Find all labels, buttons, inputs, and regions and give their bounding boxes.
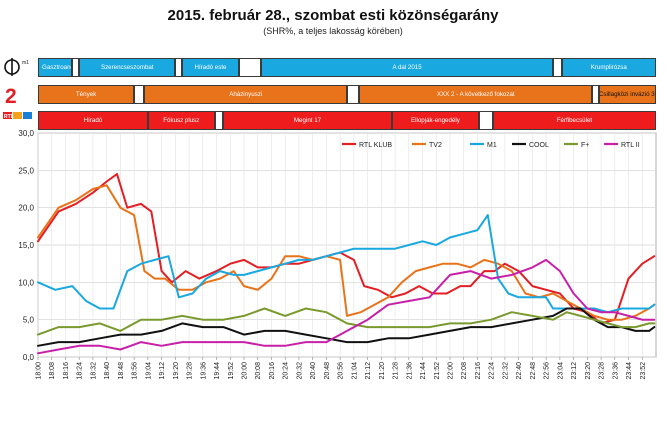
program-block [347, 85, 360, 104]
x-tick-label: 21:12 [365, 362, 372, 380]
program-block [592, 85, 600, 104]
page-title: 2015. február 28., szombat esti közönség… [167, 7, 499, 24]
tv2-logo-icon: 2 [3, 85, 23, 108]
rtl-logo-text: RTL [4, 114, 14, 120]
x-tick-label: 23:20 [585, 362, 592, 380]
x-tick-label: 19:28 [187, 362, 194, 380]
x-tick-label: 22:48 [530, 362, 537, 380]
x-tick-label: 21:04 [351, 362, 358, 380]
legend-label: F+ [581, 142, 589, 149]
x-tick-label: 20:08 [255, 362, 262, 380]
y-tick-label: 20,0 [18, 204, 34, 213]
program-block [214, 111, 224, 130]
x-tick-label: 19:52 [228, 362, 235, 380]
logo-strip: m1 2 RTL [3, 58, 32, 120]
legend-label: COOL [529, 142, 549, 149]
x-tick-label: 20:56 [338, 362, 345, 380]
x-tick-label: 19:20 [173, 362, 180, 380]
x-tick-label: 20:00 [242, 362, 249, 380]
series-line-cool [37, 307, 656, 347]
x-tick-label: 20:32 [296, 362, 303, 380]
x-tick-label: 21:52 [434, 362, 441, 380]
x-tick-label: 22:08 [461, 362, 468, 380]
x-tick-label: 22:24 [489, 362, 496, 380]
program-block [238, 58, 262, 77]
x-tick-label: 18:40 [104, 362, 111, 380]
x-tick-label: 19:04 [145, 362, 152, 380]
m1-logo-text: m1 [22, 60, 29, 66]
page-subtitle: (SHR%, a teljes lakosság körében) [263, 26, 403, 36]
program-block [175, 58, 183, 77]
program-block [479, 111, 493, 130]
legend-label: TV2 [429, 142, 442, 149]
x-tick-label: 18:48 [118, 362, 125, 380]
tv2-logo-text: 2 [5, 85, 17, 108]
series-line-tv2 [37, 184, 656, 321]
x-tick-label: 18:24 [77, 362, 84, 380]
program-block: Szerencseszombat [79, 58, 176, 77]
channel-logos: m1 2 RTL [0, 0, 40, 140]
x-tick-label: 18:32 [90, 362, 97, 380]
x-tick-label: 23:12 [571, 362, 578, 380]
legend-label: RTL II [621, 142, 640, 149]
program-block [72, 58, 80, 77]
x-tick-label: 21:44 [420, 362, 427, 380]
program-block [134, 85, 145, 104]
x-tick-label: 19:44 [214, 362, 221, 380]
y-tick-label: 30,0 [18, 129, 34, 138]
program-block: Tények [38, 85, 135, 104]
series-line-rtl-klub [37, 173, 656, 325]
program-block: Híradó este [182, 58, 239, 77]
x-tick-label: 21:36 [406, 362, 413, 380]
y-tick-label: 5,0 [23, 316, 35, 325]
y-tick-label: 15,0 [18, 241, 34, 250]
x-tick-label: 23:04 [557, 362, 564, 380]
x-tick-label: 20:48 [324, 362, 331, 380]
legend-label: RTL KLUB [359, 142, 392, 149]
program-block: XXX 2 - A következő fokozat [359, 85, 593, 104]
x-tick-label: 20:16 [269, 362, 276, 380]
program-block: Aházinyuszi [144, 85, 347, 104]
m1-logo-icon: m1 [4, 58, 29, 76]
y-tick-label: 10,0 [18, 278, 34, 287]
program-block [553, 58, 562, 77]
program-block: Híradó [38, 111, 148, 130]
rtl-klub-logo-icon: RTL [3, 112, 32, 120]
x-tick-label: 22:56 [544, 362, 551, 380]
program-schedule: Gasztroangyal Szerencseszombat Híradó este… [0, 0, 666, 140]
x-tick-label: 20:40 [310, 362, 317, 380]
program-block: A dal 2015 [261, 58, 553, 77]
x-tick-label: 22:32 [502, 362, 509, 380]
x-tick-label: 19:36 [200, 362, 207, 380]
program-block: Férfibecsület [492, 111, 656, 130]
x-tick-label: 19:12 [159, 362, 166, 380]
x-tick-label: 22:16 [475, 362, 482, 380]
x-tick-label: 23:36 [612, 362, 619, 380]
y-tick-label: 0,0 [23, 353, 35, 362]
x-tick-label: 18:00 [36, 362, 43, 380]
y-tick-label: 25,0 [18, 166, 34, 175]
program-block: Csillagközi invázió 3. [599, 85, 656, 104]
program-block: Fókusz plusz [147, 111, 215, 130]
x-tick-label: 21:20 [379, 362, 386, 380]
x-tick-label: 22:40 [516, 362, 523, 380]
program-block: Gasztroangyal [38, 58, 73, 77]
program-block: Megint 17 [223, 111, 392, 130]
x-tick-label: 21:28 [393, 362, 400, 380]
x-tick-label: 23:28 [599, 362, 606, 380]
x-tick-label: 18:16 [63, 362, 70, 380]
program-block: Ellopják-engedély [391, 111, 480, 130]
series-line-m1 [37, 214, 656, 314]
legend-label: M1 [487, 142, 497, 149]
program-block: Krumplirózsa [561, 58, 656, 77]
x-tick-label: 22:00 [448, 362, 455, 380]
x-tick-label: 20:24 [283, 362, 290, 380]
x-tick-label: 18:56 [132, 362, 139, 380]
series-line-f- [37, 307, 656, 336]
x-tick-label: 18:08 [49, 362, 56, 380]
x-tick-label: 23:44 [626, 362, 633, 380]
x-tick-label: 23:52 [640, 362, 647, 380]
series-line-rtl-ii [37, 258, 656, 355]
